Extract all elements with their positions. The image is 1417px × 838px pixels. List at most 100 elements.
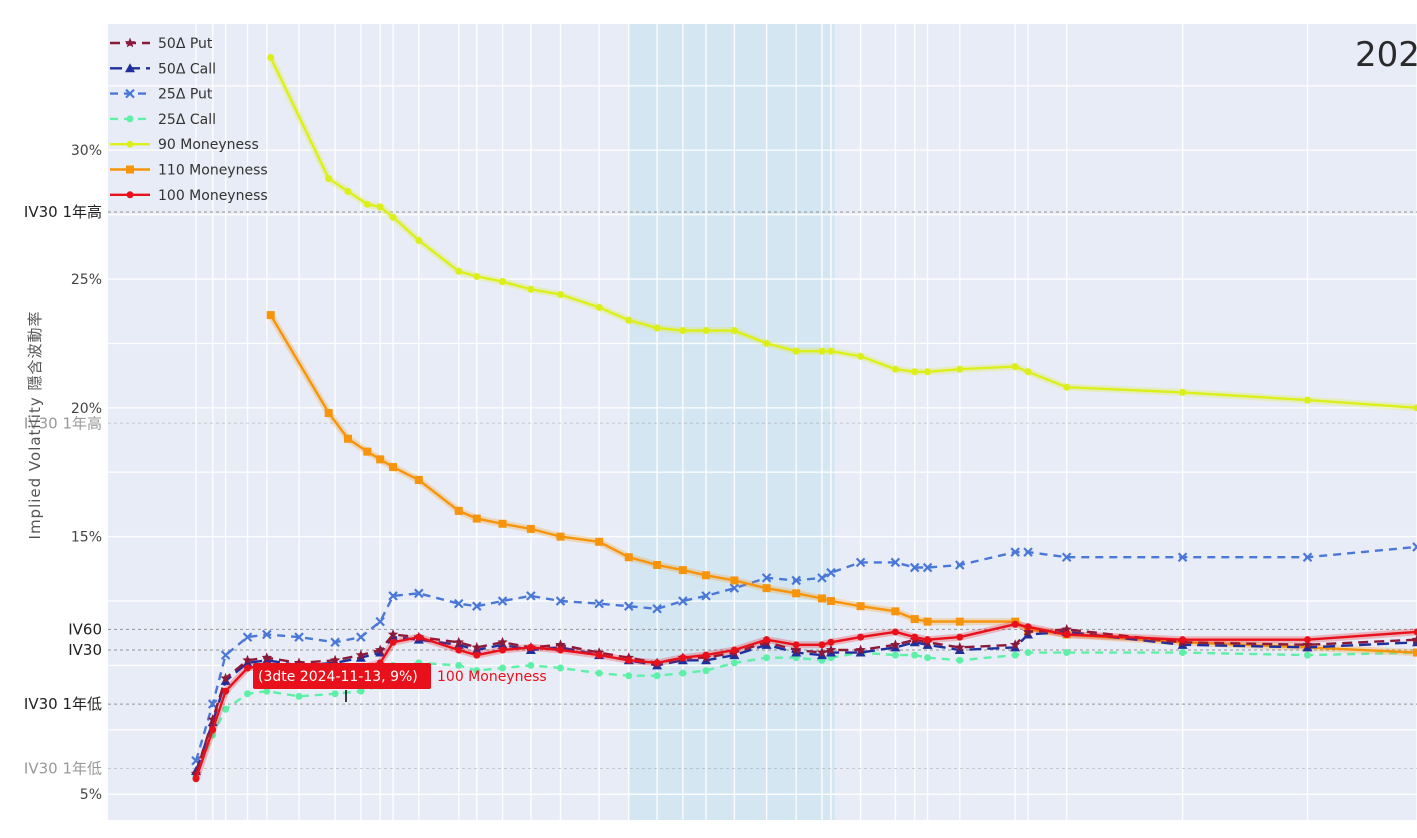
- data-point: [389, 463, 397, 471]
- data-point: [557, 665, 564, 672]
- legend-label: 90 Moneyness: [158, 137, 259, 153]
- data-point: [924, 368, 931, 375]
- data-point: [267, 54, 274, 61]
- data-point: [415, 476, 423, 484]
- data-point: [703, 652, 710, 659]
- reference-label: IV30 1年低: [24, 759, 102, 777]
- data-point: [344, 435, 352, 443]
- y-tick-label: 5%: [80, 787, 102, 803]
- reference-label: IV30 1年低: [24, 695, 102, 713]
- data-point: [473, 515, 481, 523]
- y-tick-label: 30%: [71, 143, 102, 159]
- legend-swatch-marker: [127, 191, 134, 198]
- data-point: [956, 366, 963, 373]
- y-axis-label: Implied Volatility 隱含波動率: [26, 311, 44, 540]
- y-tick-label: 25%: [71, 272, 102, 288]
- data-point: [557, 646, 564, 653]
- data-point: [390, 639, 397, 646]
- data-point: [731, 327, 738, 334]
- data-point: [679, 670, 686, 677]
- data-point: [857, 353, 864, 360]
- data-point: [792, 589, 800, 597]
- data-point: [1304, 397, 1311, 404]
- legend-label: 25Δ Call: [158, 112, 216, 128]
- data-point: [209, 726, 216, 733]
- data-point: [390, 214, 397, 221]
- data-point: [1012, 621, 1019, 628]
- data-point: [654, 672, 661, 679]
- data-point: [267, 311, 275, 319]
- data-point: [730, 576, 738, 584]
- data-point: [703, 327, 710, 334]
- data-point: [1063, 631, 1070, 638]
- data-point: [763, 584, 771, 592]
- legend-swatch-marker: [126, 166, 134, 174]
- data-point: [891, 607, 899, 615]
- legend-label: 50Δ Call: [158, 61, 216, 77]
- data-point: [625, 553, 633, 561]
- data-point: [763, 340, 770, 347]
- data-point: [679, 654, 686, 661]
- data-point: [499, 646, 506, 653]
- hover-series-name: 100 Moneyness: [437, 669, 547, 685]
- data-point: [625, 672, 632, 679]
- data-point: [956, 618, 964, 626]
- data-point: [911, 615, 919, 623]
- data-point: [527, 286, 534, 293]
- reference-label: IV30: [68, 641, 102, 659]
- chart-title: 202: [1355, 35, 1417, 75]
- reference-label: IV60: [68, 620, 102, 638]
- data-point: [818, 594, 826, 602]
- data-point: [827, 597, 835, 605]
- legend-label: 100 Moneyness: [158, 188, 268, 204]
- data-point: [332, 690, 339, 697]
- data-point: [325, 175, 332, 182]
- data-point: [1179, 389, 1186, 396]
- data-point: [1304, 636, 1311, 643]
- data-point: [827, 639, 834, 646]
- data-point: [625, 317, 632, 324]
- data-point: [703, 667, 710, 674]
- data-point: [1012, 363, 1019, 370]
- data-point: [924, 618, 932, 626]
- data-point: [596, 670, 603, 677]
- data-point: [364, 201, 371, 208]
- data-point: [1063, 649, 1070, 656]
- data-point: [911, 652, 918, 659]
- data-point: [1413, 649, 1417, 657]
- data-point: [499, 278, 506, 285]
- data-point: [956, 657, 963, 664]
- data-point: [415, 634, 422, 641]
- data-point: [654, 659, 661, 666]
- data-point: [193, 775, 200, 782]
- data-point: [654, 324, 661, 331]
- data-point: [924, 636, 931, 643]
- data-point: [596, 652, 603, 659]
- data-point: [1063, 384, 1070, 391]
- legend-swatch-marker: [127, 115, 134, 122]
- data-point: [296, 693, 303, 700]
- data-point: [924, 654, 931, 661]
- data-point: [763, 654, 770, 661]
- data-point: [455, 507, 463, 515]
- legend-label: 50Δ Put: [158, 36, 213, 52]
- data-point: [473, 652, 480, 659]
- data-point: [1304, 652, 1311, 659]
- data-point: [793, 641, 800, 648]
- data-point: [556, 533, 564, 541]
- data-point: [596, 304, 603, 311]
- data-point: [911, 368, 918, 375]
- data-point: [473, 273, 480, 280]
- data-point: [625, 657, 632, 664]
- data-point: [857, 634, 864, 641]
- data-point: [818, 641, 825, 648]
- data-point: [892, 628, 899, 635]
- data-point: [653, 561, 661, 569]
- data-point: [793, 348, 800, 355]
- data-point: [702, 571, 710, 579]
- data-point: [455, 646, 462, 653]
- data-point: [244, 665, 251, 672]
- data-point: [527, 525, 535, 533]
